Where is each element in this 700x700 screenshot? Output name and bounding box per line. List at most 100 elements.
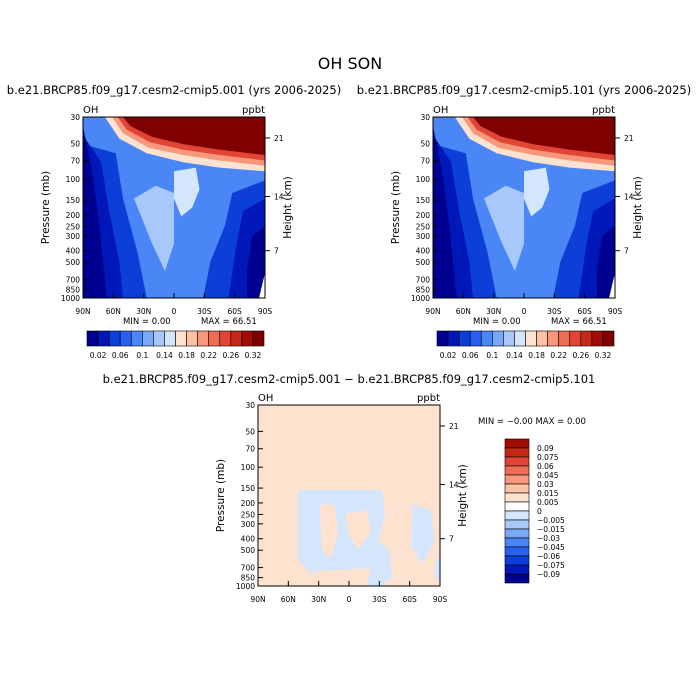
y-tick-label: 850 — [66, 286, 81, 295]
y-tick-label: 150 — [66, 196, 81, 205]
colorbar-swatch — [119, 330, 132, 347]
page-title: OH SON — [318, 54, 382, 73]
x-tick-label: 30S — [547, 307, 562, 316]
corner-label-right: ppbt — [242, 105, 265, 116]
corner-label-left: OH — [83, 105, 98, 116]
colorbar-swatch — [504, 492, 530, 503]
contour-band — [312, 567, 371, 586]
colorbar-label: 0.26 — [572, 351, 589, 360]
contour-band — [345, 509, 371, 550]
right-axis-label: Height (km) — [282, 176, 294, 239]
y-tick-label: 70 — [70, 157, 80, 166]
y-axis-label: Pressure (mb) — [215, 459, 227, 532]
colorbar-label: −0.015 — [537, 525, 565, 534]
missing-data-patch — [609, 273, 615, 298]
corner-label-left: OH — [433, 105, 448, 116]
colorbar-swatch — [504, 438, 530, 449]
panel-title: b.e21.BRCP85.f09_g17.cesm2-cmip5.101 (yr… — [357, 83, 691, 97]
colorbar-swatch — [504, 528, 530, 539]
y-tick-label: 50 — [420, 139, 430, 148]
colorbar-swatch — [504, 465, 530, 476]
colorbar-label: −0.075 — [537, 561, 565, 570]
colorbar-swatch — [97, 330, 110, 347]
colorbar-swatch — [536, 330, 548, 347]
y-tick-label: 1000 — [236, 582, 255, 591]
right-axis-label: Height (km) — [632, 176, 644, 239]
y-tick-label: 30 — [245, 401, 255, 410]
colorbar-label: 0.1 — [486, 351, 498, 360]
y-tick-label: 200 — [66, 211, 81, 220]
colorbar-swatch — [447, 330, 460, 347]
y-tick-label: 100 — [66, 175, 81, 184]
right-axis-label: Height (km) — [457, 464, 469, 527]
colorbar-swatch — [558, 330, 571, 347]
x-tick-label: 90N — [425, 307, 440, 316]
corner-label-right: ppbt — [417, 393, 440, 404]
right-tick-label: 7 — [449, 535, 454, 544]
colorbar-label: 0.045 — [537, 471, 559, 480]
colorbar-label: 0.22 — [550, 351, 567, 360]
x-tick-label: 90N — [75, 307, 90, 316]
y-tick-label: 300 — [241, 520, 256, 529]
y-tick-label: 400 — [416, 247, 431, 256]
y-tick-label: 200 — [241, 499, 256, 508]
x-tick-label: 90S — [608, 307, 623, 316]
colorbar-swatch — [525, 330, 537, 347]
colorbar-label: 0.005 — [537, 498, 559, 507]
y-tick-label: 300 — [66, 232, 81, 241]
min-label: MIN = 0.00 — [123, 317, 171, 327]
x-tick-label: 30N — [136, 307, 151, 316]
y-axis-label: Pressure (mb) — [40, 171, 52, 244]
y-tick-label: 30 — [70, 113, 80, 122]
contour-field — [258, 405, 440, 586]
colorbar-label: −0.06 — [537, 552, 560, 561]
panel-title: b.e21.BRCP85.f09_g17.cesm2-cmip5.001 (yr… — [7, 83, 341, 97]
contour-band — [83, 126, 107, 298]
right-tick-label: 7 — [274, 247, 279, 256]
x-tick-label: 90S — [433, 595, 448, 604]
y-tick-label: 50 — [245, 427, 255, 436]
colorbar-swatch — [504, 555, 530, 566]
colorbar-swatch — [503, 330, 515, 347]
x-tick-label: 90S — [258, 307, 273, 316]
colorbar-swatch — [219, 330, 232, 347]
colorbar-swatch — [436, 330, 449, 347]
colorbar-swatch — [504, 519, 530, 530]
colorbar-label: 0.18 — [178, 351, 195, 360]
colorbar-label: 0.14 — [506, 351, 523, 360]
minmax-label: MIN = −0.00 MAX = 0.00 — [478, 417, 586, 427]
y-tick-label: 250 — [416, 222, 431, 231]
x-tick-label: 60N — [106, 307, 121, 316]
colorbar-label: 0.015 — [537, 489, 559, 498]
contour-band — [434, 558, 440, 581]
corner-label-right: ppbt — [592, 105, 615, 116]
colorbar-swatch — [602, 330, 615, 347]
colorbar-label: 0.02 — [440, 351, 457, 360]
colorbar-swatch — [241, 330, 254, 347]
colorbar-swatch — [504, 546, 530, 557]
colorbar-swatch — [504, 483, 530, 494]
y-tick-label: 250 — [66, 222, 81, 231]
contour-band — [596, 225, 615, 298]
x-tick-label: 60S — [228, 307, 243, 316]
y-tick-label: 200 — [416, 211, 431, 220]
x-tick-label: 30S — [372, 595, 387, 604]
colorbar-label: 0.06 — [537, 462, 554, 471]
colorbar-label: 0.26 — [222, 351, 239, 360]
x-tick-label: 60N — [281, 595, 296, 604]
contour-band — [174, 167, 200, 217]
colorbar-label: −0.045 — [537, 543, 565, 552]
right-tick-label: 14 — [274, 193, 284, 202]
colorbar-swatch — [547, 330, 559, 347]
y-tick-label: 500 — [66, 258, 81, 267]
colorbar-swatch — [504, 510, 530, 521]
y-tick-label: 400 — [241, 535, 256, 544]
right-tick-label: 21 — [449, 422, 459, 431]
contour-band — [319, 504, 339, 559]
colorbar-swatch — [108, 330, 121, 347]
colorbar-swatch — [197, 330, 209, 347]
x-tick-label: 90N — [250, 595, 265, 604]
contour-field — [433, 117, 615, 298]
y-tick-label: 850 — [241, 574, 256, 583]
